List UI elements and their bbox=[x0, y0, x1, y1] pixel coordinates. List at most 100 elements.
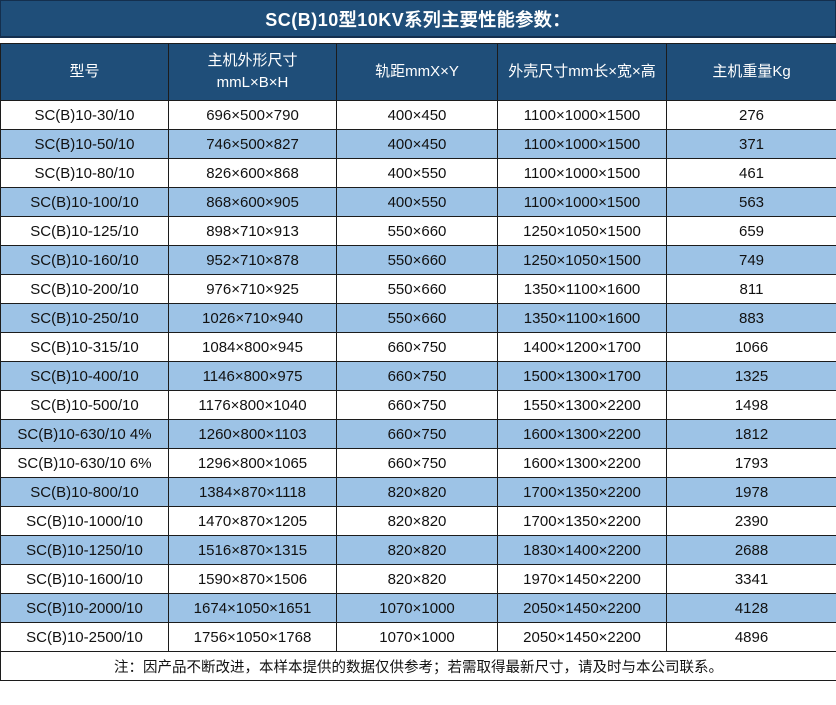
table-cell: 820×820 bbox=[336, 564, 498, 594]
col-header-unit-size: 主机外形尺寸 mmL×B×H bbox=[168, 43, 337, 101]
table-cell: 1970×1450×2200 bbox=[497, 564, 667, 594]
table-row: SC(B)10-315/10 1084×800×945 660×750 1400×12… bbox=[0, 332, 836, 362]
table-cell: 1830×1400×2200 bbox=[497, 535, 667, 565]
table-cell: 1176×800×1040 bbox=[168, 390, 337, 420]
table-cell: SC(B)10-50/10 bbox=[0, 129, 169, 159]
table-row: SC(B)10-1600/10 1590×870×1506 820×820 1970×… bbox=[0, 564, 836, 594]
table-cell: 2050×1450×2200 bbox=[497, 593, 667, 623]
table-cell: SC(B)10-1000/10 bbox=[0, 506, 169, 536]
table-cell: 4896 bbox=[666, 622, 836, 652]
table-cell: 1590×870×1506 bbox=[168, 564, 337, 594]
table-cell: SC(B)10-80/10 bbox=[0, 158, 169, 188]
table-cell: SC(B)10-2000/10 bbox=[0, 593, 169, 623]
table-cell: SC(B)10-1250/10 bbox=[0, 535, 169, 565]
table-cell: 1026×710×940 bbox=[168, 303, 337, 333]
table-cell: 400×450 bbox=[336, 129, 498, 159]
table-cell: SC(B)10-500/10 bbox=[0, 390, 169, 420]
table-cell: 820×820 bbox=[336, 506, 498, 536]
note-text: 注：因产品不断改进，本样本提供的数据仅供参考；若需取得最新尺寸，请及时与本公司联… bbox=[0, 651, 836, 681]
table-cell: 1250×1050×1500 bbox=[497, 245, 667, 275]
table-cell: SC(B)10-2500/10 bbox=[0, 622, 169, 652]
table-cell: 1700×1350×2200 bbox=[497, 506, 667, 536]
table-cell: 1146×800×975 bbox=[168, 361, 337, 391]
table-cell: 1084×800×945 bbox=[168, 332, 337, 362]
table-cell: SC(B)10-125/10 bbox=[0, 216, 169, 246]
table-cell: 1100×1000×1500 bbox=[497, 158, 667, 188]
table-row: SC(B)10-80/10 826×600×868 400×550 1100×1000… bbox=[0, 158, 836, 188]
table-cell: 660×750 bbox=[336, 448, 498, 478]
table-row: SC(B)10-50/10 746×500×827 400×450 1100×1000… bbox=[0, 129, 836, 159]
title-bar: SC(B)10型10KV系列主要性能参数： bbox=[0, 0, 836, 38]
table-cell: 1070×1000 bbox=[336, 593, 498, 623]
table-row: SC(B)10-125/10 898×710×913 550×660 1250×105… bbox=[0, 216, 836, 246]
table-row: SC(B)10-30/10 696×500×790 400×450 1100×1000… bbox=[0, 100, 836, 130]
table-cell: 826×600×868 bbox=[168, 158, 337, 188]
table-cell: 746×500×827 bbox=[168, 129, 337, 159]
table-cell: 400×550 bbox=[336, 158, 498, 188]
table-cell: SC(B)10-200/10 bbox=[0, 274, 169, 304]
col-header-model: 型号 bbox=[0, 43, 169, 101]
table-row: SC(B)10-250/10 1026×710×940 550×660 1350×11… bbox=[0, 303, 836, 333]
page-title: SC(B)10型10KV系列主要性能参数： bbox=[265, 9, 571, 30]
table-cell: 400×450 bbox=[336, 100, 498, 130]
table-cell: SC(B)10-100/10 bbox=[0, 187, 169, 217]
table-cell: 400×550 bbox=[336, 187, 498, 217]
table-cell: 550×660 bbox=[336, 303, 498, 333]
table-row: SC(B)10-160/10 952×710×878 550×660 1250×105… bbox=[0, 245, 836, 275]
table-row: SC(B)10-630/10 6% 1296×800×1065 660×750 160… bbox=[0, 448, 836, 478]
table-cell: 952×710×878 bbox=[168, 245, 337, 275]
table-cell: 1470×870×1205 bbox=[168, 506, 337, 536]
table-cell: 1756×1050×1768 bbox=[168, 622, 337, 652]
table-row: SC(B)10-1000/10 1470×870×1205 820×820 1700×… bbox=[0, 506, 836, 536]
col-header-shell-size: 外壳尺寸mm长×宽×高 bbox=[497, 43, 667, 101]
table-row: SC(B)10-1250/10 1516×870×1315 820×820 1830×… bbox=[0, 535, 836, 565]
table-cell: 976×710×925 bbox=[168, 274, 337, 304]
table-cell: SC(B)10-1600/10 bbox=[0, 564, 169, 594]
table-cell: 1500×1300×1700 bbox=[497, 361, 667, 391]
table-cell: 3341 bbox=[666, 564, 836, 594]
table-row: SC(B)10-200/10 976×710×925 550×660 1350×110… bbox=[0, 274, 836, 304]
table-cell: SC(B)10-400/10 bbox=[0, 361, 169, 391]
table-cell: 4128 bbox=[666, 593, 836, 623]
table-cell: 659 bbox=[666, 216, 836, 246]
col-header-weight: 主机重量Kg bbox=[666, 43, 836, 101]
table-cell: 371 bbox=[666, 129, 836, 159]
table-cell: 820×820 bbox=[336, 477, 498, 507]
table-cell: 749 bbox=[666, 245, 836, 275]
table-cell: 1066 bbox=[666, 332, 836, 362]
table-cell: 550×660 bbox=[336, 245, 498, 275]
table-row: SC(B)10-630/10 4% 1260×800×1103 660×750 160… bbox=[0, 419, 836, 449]
table-cell: 1600×1300×2200 bbox=[497, 448, 667, 478]
table-cell: SC(B)10-160/10 bbox=[0, 245, 169, 275]
table-cell: 2050×1450×2200 bbox=[497, 622, 667, 652]
table-cell: 1674×1050×1651 bbox=[168, 593, 337, 623]
col-header-track-gauge: 轨距mmX×Y bbox=[336, 43, 498, 101]
table-cell: 550×660 bbox=[336, 216, 498, 246]
table-cell: 1100×1000×1500 bbox=[497, 129, 667, 159]
table-cell: 1070×1000 bbox=[336, 622, 498, 652]
table-row: SC(B)10-2000/10 1674×1050×1651 1070×1000 20… bbox=[0, 593, 836, 623]
table-cell: 1350×1100×1600 bbox=[497, 274, 667, 304]
header-row: 型号 主机外形尺寸 mmL×B×H 轨距mmX×Y 外壳尺寸mm长×宽×高 主机… bbox=[0, 43, 836, 101]
table-cell: 660×750 bbox=[336, 390, 498, 420]
table-cell: 1400×1200×1700 bbox=[497, 332, 667, 362]
table-cell: 563 bbox=[666, 187, 836, 217]
table-cell: 1812 bbox=[666, 419, 836, 449]
table-cell: 1498 bbox=[666, 390, 836, 420]
table-cell: 1600×1300×2200 bbox=[497, 419, 667, 449]
table-cell: 1550×1300×2200 bbox=[497, 390, 667, 420]
table-cell: 660×750 bbox=[336, 332, 498, 362]
table-cell: SC(B)10-800/10 bbox=[0, 477, 169, 507]
table-cell: 1516×870×1315 bbox=[168, 535, 337, 565]
spec-table: 型号 主机外形尺寸 mmL×B×H 轨距mmX×Y 外壳尺寸mm长×宽×高 主机… bbox=[0, 43, 836, 681]
table-cell: 461 bbox=[666, 158, 836, 188]
table-cell: 1384×870×1118 bbox=[168, 477, 337, 507]
table-cell: 2390 bbox=[666, 506, 836, 536]
table-cell: 276 bbox=[666, 100, 836, 130]
table-cell: 1700×1350×2200 bbox=[497, 477, 667, 507]
table-cell: 898×710×913 bbox=[168, 216, 337, 246]
table-cell: 820×820 bbox=[336, 535, 498, 565]
table-cell: SC(B)10-630/10 6% bbox=[0, 448, 169, 478]
table-row: SC(B)10-2500/10 1756×1050×1768 1070×1000 20… bbox=[0, 622, 836, 652]
